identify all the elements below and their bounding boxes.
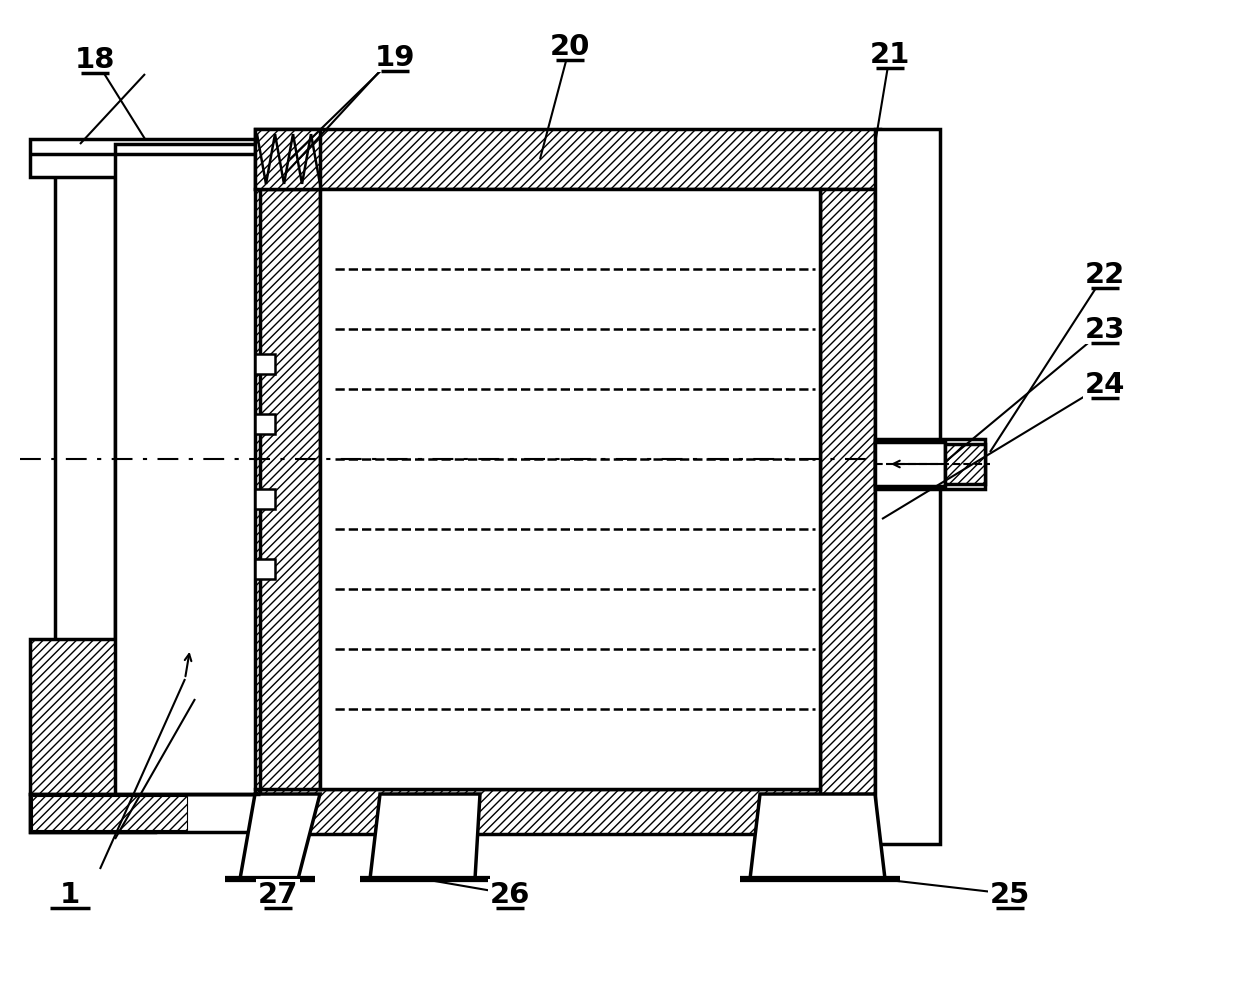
Bar <box>32 796 187 830</box>
Bar <box>30 794 155 832</box>
Text: 25: 25 <box>990 880 1030 908</box>
Bar <box>30 794 260 832</box>
Text: 1: 1 <box>60 880 81 908</box>
Text: 21: 21 <box>869 41 910 69</box>
Bar <box>115 145 260 794</box>
Bar <box>875 440 985 489</box>
Bar <box>255 355 275 375</box>
Bar <box>255 559 275 580</box>
Bar <box>255 130 320 190</box>
Text: 18: 18 <box>74 46 115 74</box>
Bar <box>820 190 875 834</box>
Bar <box>55 145 115 824</box>
Bar <box>945 445 985 484</box>
Polygon shape <box>241 794 320 880</box>
Text: 19: 19 <box>374 44 415 72</box>
Bar <box>875 443 945 486</box>
Polygon shape <box>750 794 885 880</box>
Text: 23: 23 <box>1085 316 1125 344</box>
Bar <box>255 489 275 510</box>
Bar <box>30 639 155 794</box>
Text: 27: 27 <box>258 880 299 908</box>
Bar <box>255 190 320 789</box>
Text: 22: 22 <box>1085 260 1125 289</box>
Bar <box>255 789 880 834</box>
Text: 20: 20 <box>549 33 590 61</box>
Polygon shape <box>370 794 480 880</box>
Bar <box>875 130 940 844</box>
Bar <box>30 140 260 177</box>
Text: 24: 24 <box>1085 371 1125 398</box>
Text: 26: 26 <box>490 880 531 908</box>
Bar <box>255 414 275 435</box>
Bar <box>320 190 820 789</box>
Bar <box>255 130 880 190</box>
